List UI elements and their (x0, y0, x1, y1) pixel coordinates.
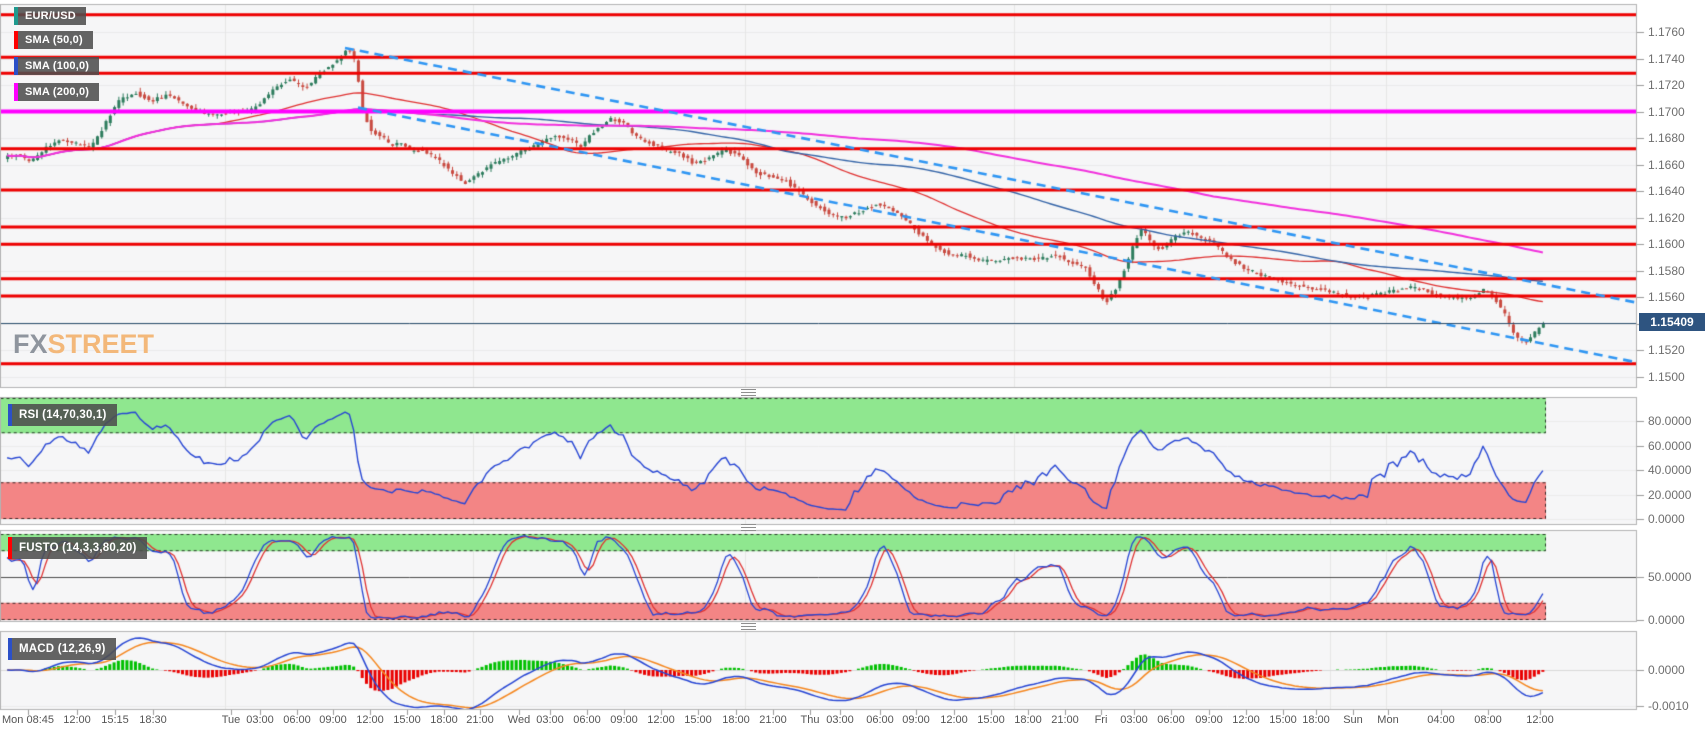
price-axis-label: 1.1560 (1648, 290, 1685, 304)
time-axis-label: Wed (507, 714, 531, 726)
panel-splitter-price-rsi[interactable] (741, 389, 756, 396)
time-axis-label: 15:00 (977, 714, 1005, 726)
time-axis-label: 04:00 (1427, 714, 1455, 726)
rsi-axis-label: 0.0000 (1648, 512, 1685, 526)
time-axis-label: 03:00 (826, 714, 854, 726)
legend-macd-label: MACD (12,26,9) (12, 638, 116, 660)
time-axis-label: 09:00 (902, 714, 930, 726)
time-axis-label: 12:00 (647, 714, 675, 726)
time-axis-label: 18:00 (430, 714, 458, 726)
price-axis-label: 1.1620 (1648, 211, 1685, 225)
panel-splitter-stochastic-macd[interactable] (741, 623, 756, 630)
sma-200-color-bar (14, 83, 18, 101)
time-axis-label: 15:00 (684, 714, 712, 726)
time-axis-label: 18:30 (139, 714, 167, 726)
rsi-color-bar (8, 404, 12, 426)
time-axis-label: 12:00 (356, 714, 384, 726)
rsi-axis-label: 20.0000 (1648, 488, 1692, 502)
sma-50-color-bar (14, 31, 18, 49)
instrument-color-bar (14, 7, 18, 25)
time-axis-label: 21:00 (1051, 714, 1079, 726)
time-axis-label: Fri (1094, 714, 1108, 726)
time-axis-label: 09:00 (610, 714, 638, 726)
time-axis-label: 12:00 (940, 714, 968, 726)
time-axis-label: 08:00 (1474, 714, 1502, 726)
stochastic-axis-label: 50.0000 (1648, 570, 1692, 584)
legend-macd[interactable]: MACD (12,26,9) (8, 638, 116, 660)
time-axis-label: Mon 08:45 (2, 714, 54, 726)
rsi-axis-label: 60.0000 (1648, 439, 1692, 453)
time-axis-label: 21:00 (759, 714, 787, 726)
rsi-axis-label: 80.0000 (1648, 414, 1692, 428)
legend-instrument-label: EUR/USD (18, 7, 86, 25)
price-axis-label: 1.1760 (1648, 25, 1685, 39)
time-axis-label: Tue (221, 714, 241, 726)
time-axis-label: 15:00 (1269, 714, 1297, 726)
time-axis-label: 03:00 (246, 714, 274, 726)
time-axis-label: 09:00 (1195, 714, 1223, 726)
time-axis-label: 03:00 (1120, 714, 1148, 726)
price-axis-label: 1.1520 (1648, 343, 1685, 357)
time-axis-label: 21:00 (466, 714, 494, 726)
price-axis-label: 1.1660 (1648, 158, 1685, 172)
legend-sma-50-label: SMA (50,0) (18, 31, 93, 49)
price-axis-label: 1.1720 (1648, 78, 1685, 92)
time-axis-label: 18:00 (1302, 714, 1330, 726)
time-axis-label: 18:00 (1014, 714, 1042, 726)
price-axis-label: 1.1640 (1648, 184, 1685, 198)
time-axis-label: 06:00 (573, 714, 601, 726)
legend-sma-100-label: SMA (100,0) (18, 57, 100, 75)
time-axis-label: 06:00 (283, 714, 311, 726)
legend-rsi-label: RSI (14,70,30,1) (12, 404, 117, 426)
legend-sma-50[interactable]: SMA (50,0) (14, 31, 93, 49)
time-axis-label: 12:00 (1232, 714, 1260, 726)
time-axis-label: 03:00 (536, 714, 564, 726)
legend-sma-200-label: SMA (200,0) (18, 83, 100, 101)
stochastic-color-bar (8, 537, 12, 559)
time-axis-label: 12:00 (1526, 714, 1554, 726)
price-axis-label: 1.1680 (1648, 131, 1685, 145)
price-axis-label: 1.1600 (1648, 237, 1685, 251)
time-axis-label: 12:00 (63, 714, 91, 726)
time-axis-label: 18:00 (722, 714, 750, 726)
time-axis-label: 15:15 (101, 714, 129, 726)
legend-sma-100[interactable]: SMA (100,0) (14, 57, 100, 75)
price-axis-label: 1.1740 (1648, 52, 1685, 66)
time-axis-label: 06:00 (866, 714, 894, 726)
time-axis-label: Mon (1377, 714, 1399, 726)
sma-100-color-bar (14, 57, 18, 75)
panel-splitter-rsi-stochastic[interactable] (741, 524, 756, 531)
time-axis-label: 15:00 (393, 714, 421, 726)
legend-sma-200[interactable]: SMA (200,0) (14, 83, 100, 101)
price-axis-label: 1.1580 (1648, 264, 1685, 278)
time-axis-label: Thu (800, 714, 820, 726)
price-axis-label: 1.1700 (1648, 105, 1685, 119)
current-price-badge: 1.15409 (1639, 313, 1705, 331)
macd-axis-label: 0.0000 (1648, 663, 1685, 677)
time-axis-label: 09:00 (319, 714, 347, 726)
watermark-fx: FX (13, 329, 48, 359)
legend-instrument[interactable]: EUR/USD (14, 7, 86, 25)
stochastic-axis-label: 0.0000 (1648, 613, 1685, 627)
macd-color-bar (8, 638, 12, 660)
legend-stochastic[interactable]: FUSTO (14,3,3,80,20) (8, 537, 147, 559)
legend-stochastic-label: FUSTO (14,3,3,80,20) (12, 537, 147, 559)
rsi-axis-label: 40.0000 (1648, 463, 1692, 477)
legend-rsi[interactable]: RSI (14,70,30,1) (8, 404, 117, 426)
watermark-street: STREET (47, 329, 155, 359)
time-axis-label: 06:00 (1157, 714, 1185, 726)
price-axis-label: 1.1500 (1648, 370, 1685, 384)
time-axis-label: Sun (1343, 714, 1363, 726)
fxstreet-watermark: FXSTREET (13, 331, 154, 358)
macd-axis-label: -0.0010 (1648, 699, 1689, 713)
